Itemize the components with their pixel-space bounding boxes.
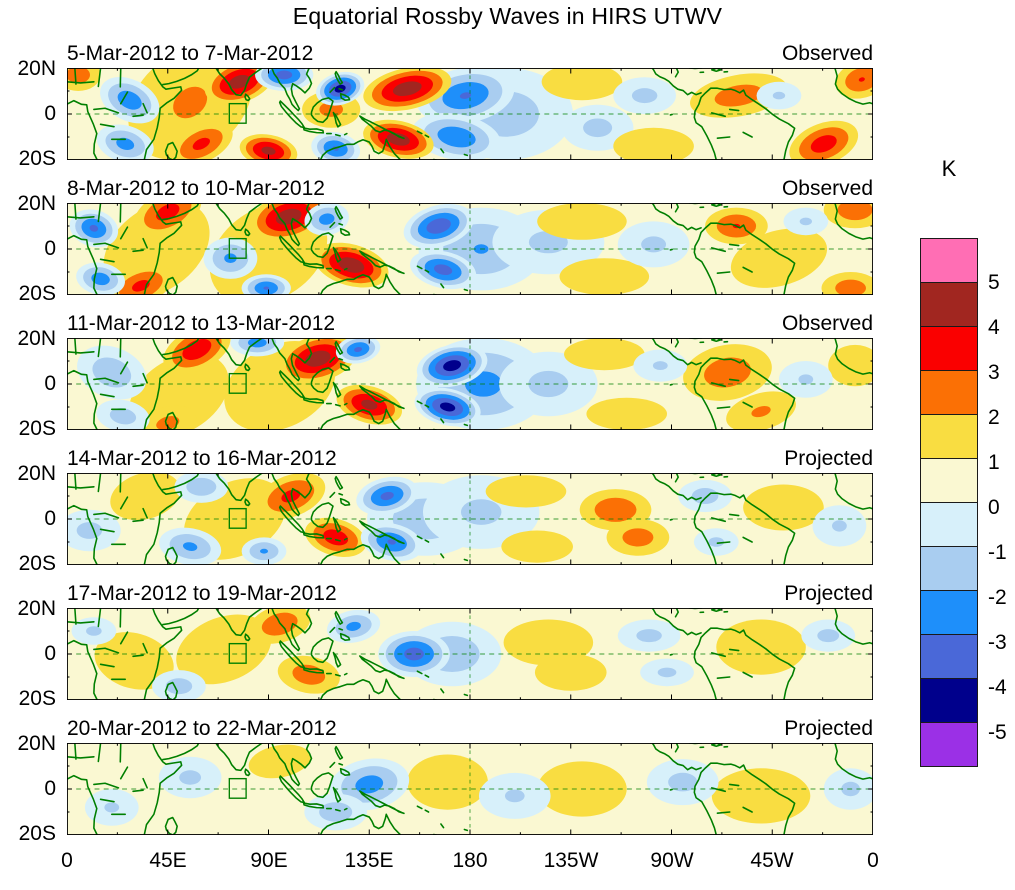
x-tick-label: 90W (650, 849, 694, 872)
colorbar-tick: 5 (988, 271, 1000, 294)
panel-date-range: 20-Mar-2012 to 22-Mar-2012 (67, 717, 337, 740)
y-tick-20n: 20N (17, 57, 56, 80)
panel-1: 5-Mar-2012 to 7-Mar-2012 Observed 20N 0 … (0, 42, 1015, 170)
x-tick-label: 180 (452, 849, 488, 872)
panel-status-label: Projected (784, 717, 873, 740)
panel-date-range: 14-Mar-2012 to 16-Mar-2012 (67, 447, 337, 470)
colorbar-tick: 3 (988, 361, 1000, 384)
colorbar-tick: -1 (988, 541, 1007, 564)
y-tick-20n: 20N (17, 462, 56, 485)
colorbar-cell (920, 634, 978, 679)
panel-4: 14-Mar-2012 to 16-Mar-2012 Projected 20N… (0, 447, 1015, 575)
colorbar-tick: -2 (988, 586, 1007, 609)
panel-date-range: 8-Mar-2012 to 10-Mar-2012 (67, 177, 325, 200)
y-tick-20s: 20S (18, 147, 56, 170)
panel-status-label: Projected (784, 447, 873, 470)
x-axis: 0 45E 90E 135E 180 135W 90W 45W 0 (0, 849, 1015, 879)
contour-map (67, 68, 873, 160)
colorbar-cell (920, 458, 978, 503)
colorbar-cell (920, 282, 978, 327)
x-tick-label: 135E (344, 849, 394, 872)
panel-date-range: 11-Mar-2012 to 13-Mar-2012 (67, 312, 336, 335)
y-tick-0: 0 (44, 642, 56, 665)
y-tick-0: 0 (44, 777, 56, 800)
x-tick-label: 135W (543, 849, 599, 872)
y-tick-20s: 20S (18, 687, 56, 710)
colorbar-tick: 4 (988, 316, 1000, 339)
y-tick-20n: 20N (17, 192, 56, 215)
contour-map (67, 473, 873, 565)
x-tick-label: 45W (750, 849, 794, 872)
y-tick-20s: 20S (18, 822, 56, 845)
panel-6: 20-Mar-2012 to 22-Mar-2012 Projected 20N… (0, 717, 1015, 845)
y-tick-20s: 20S (18, 282, 56, 305)
x-tick-label: 0 (61, 849, 73, 872)
colorbar-unit-label: K (941, 156, 957, 181)
colorbar-tick: 1 (988, 451, 1000, 474)
panel-5: 17-Mar-2012 to 19-Mar-2012 Projected 20N… (0, 582, 1015, 710)
y-tick-20n: 20N (17, 327, 56, 350)
y-tick-20n: 20N (17, 732, 56, 755)
colorbar-cell (920, 370, 978, 415)
figure-title: Equatorial Rossby Waves in HIRS UTWV (292, 3, 723, 29)
panel-date-range: 17-Mar-2012 to 19-Mar-2012 (67, 582, 337, 605)
contour-map (67, 608, 873, 700)
colorbar-tick: -5 (988, 721, 1007, 744)
y-tick-20s: 20S (18, 417, 56, 440)
colorbar-cell (920, 502, 978, 547)
contour-map (67, 338, 873, 430)
colorbar-tick: -3 (988, 631, 1007, 654)
y-tick-0: 0 (44, 237, 56, 260)
contour-map (67, 743, 873, 835)
y-tick-0: 0 (44, 507, 56, 530)
contour-map (67, 203, 873, 295)
colorbar-tick: 2 (988, 406, 1000, 429)
colorbar (920, 238, 978, 767)
colorbar-tick: -4 (988, 676, 1007, 699)
colorbar-cell (920, 546, 978, 591)
y-tick-20s: 20S (18, 552, 56, 575)
panel-status-label: Observed (781, 42, 873, 65)
panel-date-range: 5-Mar-2012 to 7-Mar-2012 (67, 42, 314, 65)
panel-status-label: Observed (781, 312, 873, 335)
y-tick-0: 0 (44, 372, 56, 395)
colorbar-cell (920, 678, 978, 723)
colorbar-cell (920, 414, 978, 459)
colorbar-cell (920, 238, 978, 283)
panel-status-label: Observed (781, 177, 873, 200)
x-tick-label: 0 (867, 849, 879, 872)
panel-status-label: Projected (784, 582, 873, 605)
y-tick-0: 0 (44, 102, 56, 125)
colorbar-cell (920, 590, 978, 635)
y-tick-20n: 20N (17, 597, 56, 620)
colorbar-tick: 0 (988, 496, 1000, 519)
x-tick-label: 90E (250, 849, 288, 872)
panel-2: 8-Mar-2012 to 10-Mar-2012 Observed 20N 0… (0, 177, 1015, 305)
colorbar-labels: 5 4 3 2 1 0 -1 -2 -3 -4 -5 (988, 238, 1015, 778)
colorbar-cell (920, 326, 978, 371)
panel-3: 11-Mar-2012 to 13-Mar-2012 Observed 20N … (0, 312, 1015, 440)
colorbar-cell (920, 722, 978, 767)
x-tick-label: 45E (149, 849, 187, 872)
